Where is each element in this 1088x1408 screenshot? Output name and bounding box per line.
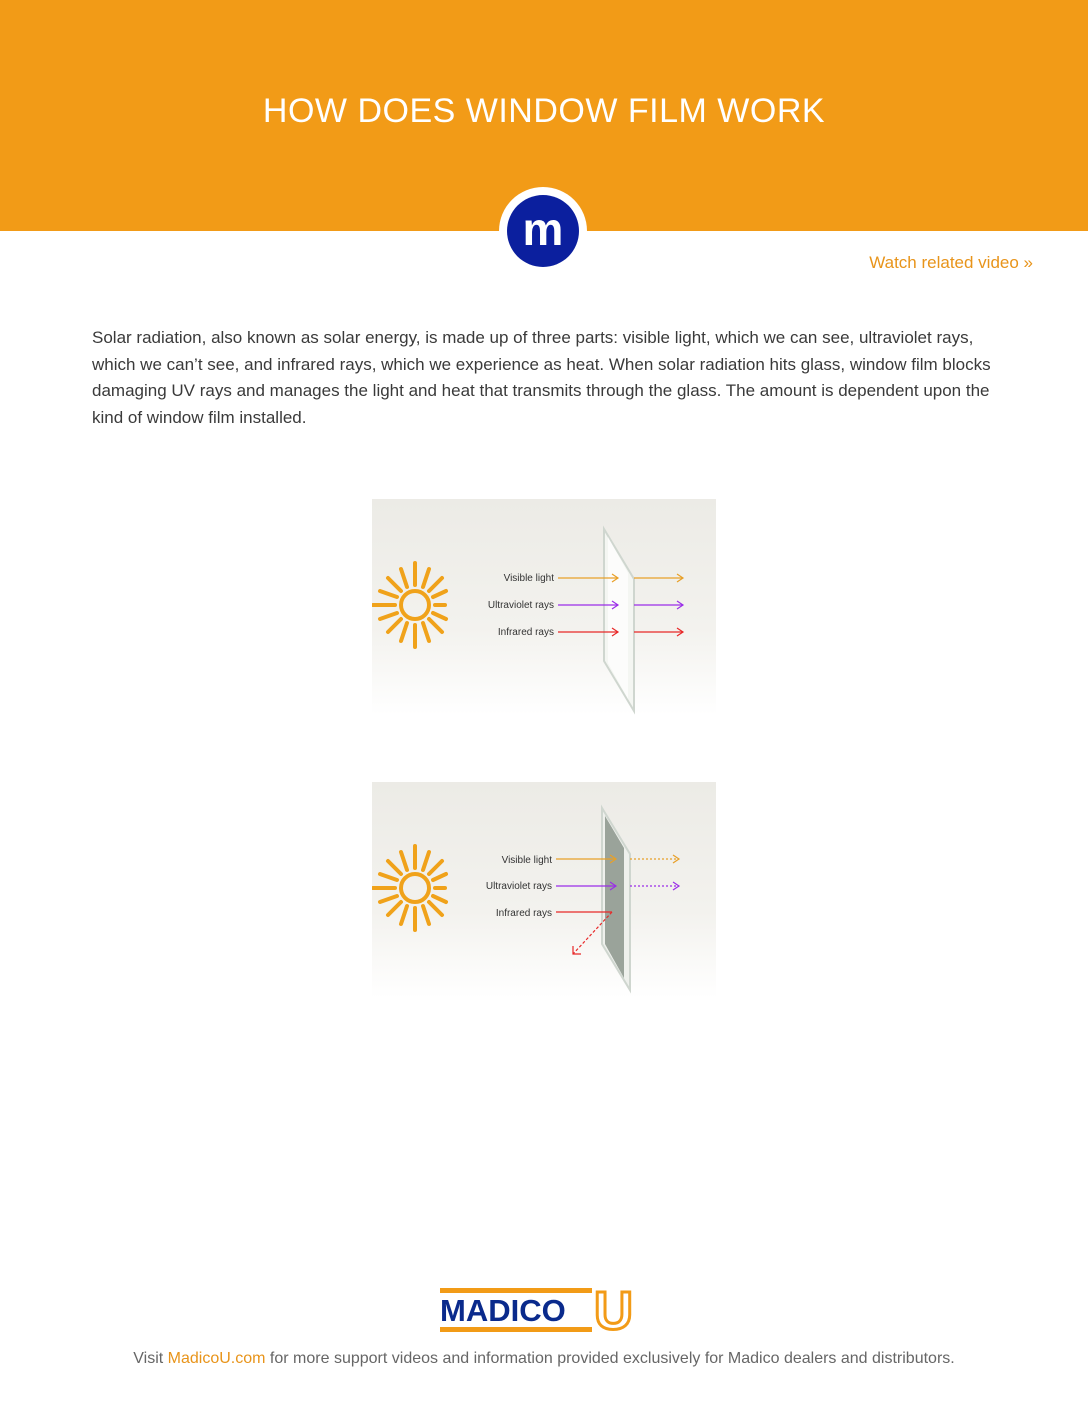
diagram-clear-glass: Visible light Ultraviolet rays Infrared … — [372, 499, 716, 715]
madicou-link[interactable]: MadicoU.com — [167, 1350, 266, 1367]
visible-light-ray — [558, 573, 685, 583]
logo-text: MADICO — [440, 1293, 566, 1328]
watch-video-link[interactable]: Watch related video » — [869, 253, 1033, 272]
footer-note: Visit MadicoU.com for more support video… — [0, 1350, 1088, 1368]
label-infrared-rays: Infrared rays — [496, 908, 552, 919]
sun-icon — [372, 561, 448, 649]
infrared-ray-reflected — [556, 911, 613, 955]
uv-ray — [558, 600, 685, 610]
visible-light-ray — [556, 854, 681, 864]
sun-icon — [372, 844, 448, 932]
label-infrared-rays: Infrared rays — [498, 627, 554, 638]
footer-prefix: Visit — [133, 1350, 168, 1367]
uv-ray — [556, 881, 681, 891]
page-title: HOW DOES WINDOW FILM WORK — [262, 92, 826, 130]
logo-u-letter: U — [594, 1283, 633, 1335]
glass-pane — [603, 525, 635, 715]
label-ultraviolet-rays: Ultraviolet rays — [488, 600, 554, 611]
infrared-ray — [558, 627, 685, 637]
madico-m-logo: m — [499, 187, 587, 275]
intro-paragraph: Solar radiation, also known as solar ene… — [92, 328, 991, 427]
label-visible-light: Visible light — [502, 855, 553, 866]
label-ultraviolet-rays: Ultraviolet rays — [486, 881, 552, 892]
logo-letter: m — [523, 203, 564, 255]
footer-suffix: for more support videos and information … — [265, 1350, 955, 1367]
filmed-glass-pane — [601, 804, 631, 994]
diagram-filmed-glass: Visible light Ultraviolet rays Infrared … — [372, 782, 716, 998]
label-visible-light: Visible light — [504, 573, 555, 584]
madico-u-logo: MADICO U — [440, 1280, 650, 1343]
